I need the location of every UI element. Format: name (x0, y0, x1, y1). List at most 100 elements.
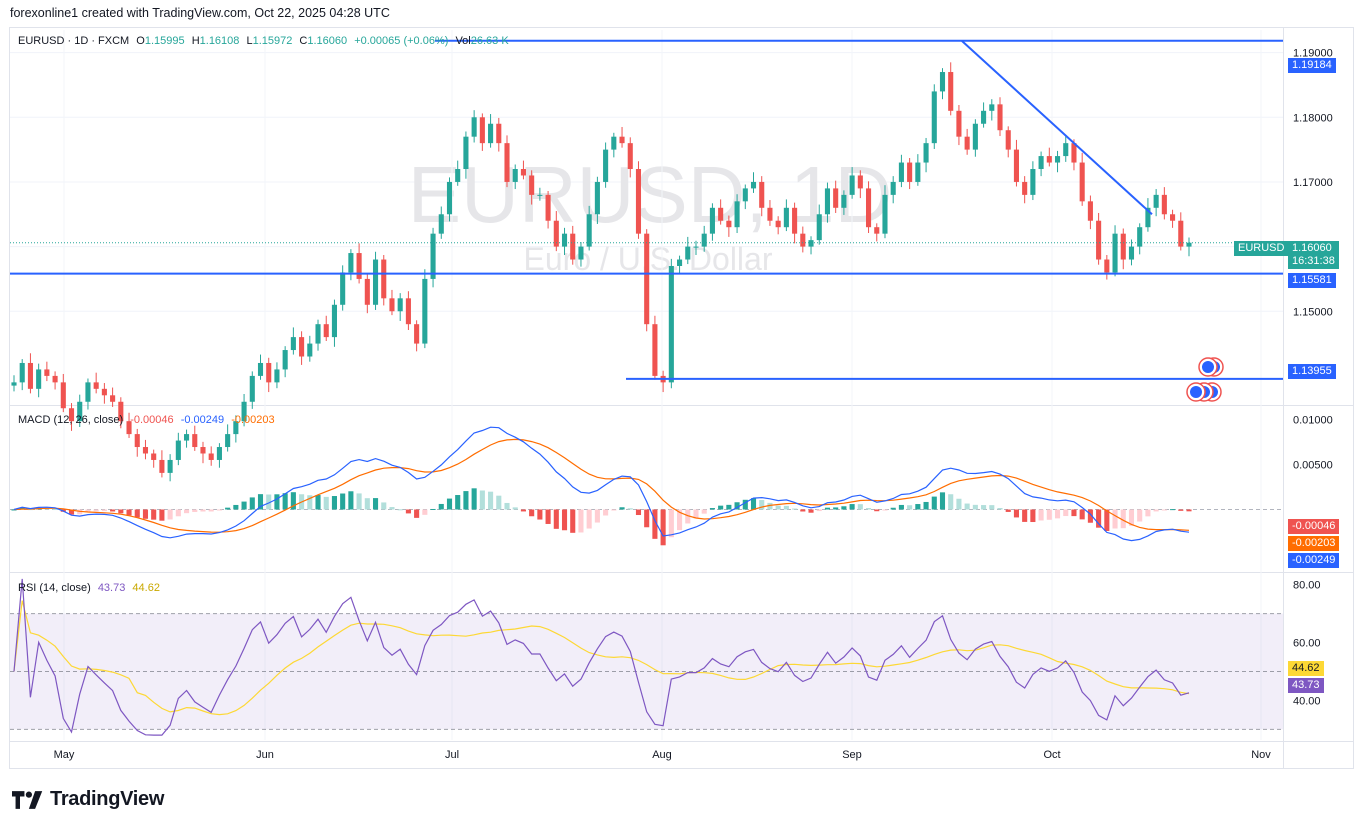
candle-body (1013, 149, 1019, 182)
tag-macd-hist: -0.00046 (1288, 519, 1340, 534)
macd-hist-bar (446, 498, 453, 510)
macd-hist-bar (792, 508, 798, 510)
macd-legend-hist: -0.00046 (130, 414, 174, 426)
candle-body (496, 123, 502, 144)
candle-body (167, 459, 173, 473)
macd-hist-bar (570, 509, 576, 533)
candle-body (915, 162, 921, 182)
candle-body (1145, 207, 1151, 228)
macd-hist-bar (775, 505, 781, 510)
candle-body (857, 175, 863, 189)
candle-body (348, 253, 354, 273)
macd-hist-bar (438, 503, 444, 510)
tag-low: 1.13955 (1288, 364, 1336, 379)
ohlc-high: H1.16108 (191, 35, 240, 47)
macd-hist-bar (1071, 509, 1077, 517)
time-tick-label: Aug (652, 749, 672, 761)
macd-hist-bar (93, 509, 99, 512)
ohlc-change: +0.00065 (+0.06%) (354, 35, 449, 47)
candle-body (216, 447, 222, 460)
macd-hist-bar (159, 509, 165, 521)
candle-body (726, 220, 732, 228)
macd-hist-bar (52, 509, 58, 511)
candle-body (68, 408, 75, 422)
candle-body (759, 181, 765, 208)
candle-body (1038, 156, 1044, 170)
candle-body (101, 388, 107, 396)
macd-hist-bar (1096, 509, 1102, 528)
candle-body (77, 401, 83, 422)
macd-hist-bar (726, 504, 732, 510)
macd-hist-bar (997, 508, 1003, 510)
candle-body (290, 337, 296, 351)
macd-hist-bar (989, 505, 995, 510)
macd-hist-bar (972, 504, 978, 510)
candle-body (241, 401, 247, 422)
candle-body (60, 382, 66, 409)
macd-hist-bar (677, 509, 683, 531)
candle-body (824, 188, 831, 215)
macd-hist-bar (652, 509, 658, 539)
candle-body (159, 459, 165, 473)
macd-hist-bar (1054, 509, 1061, 519)
candle-body (1104, 259, 1110, 273)
candle-body (537, 194, 543, 196)
macd-hist-bar (1120, 509, 1126, 529)
macd-hist-bar (824, 507, 831, 510)
macd-hist-bar (742, 499, 748, 510)
macd-hist-bar (77, 509, 83, 515)
time-tick-label: Oct (1043, 749, 1060, 761)
candle-body (1178, 220, 1184, 247)
macd-hist-bar (1005, 509, 1011, 512)
candle-body (529, 175, 535, 195)
candle-body (619, 136, 625, 144)
candle-body (430, 233, 436, 279)
macd-hist-bar (134, 509, 140, 518)
candle-body (381, 259, 387, 299)
tag-support: 1.15581 (1288, 273, 1336, 288)
tradingview-logo[interactable]: TradingView (12, 788, 164, 811)
candle-body (1112, 233, 1118, 273)
macd-hist-bar (348, 491, 354, 510)
macd-hist-bar (898, 504, 904, 510)
time-tick-label: Nov (1251, 749, 1271, 761)
candle-body (750, 181, 757, 189)
macd-hist-bar (463, 491, 469, 510)
candle-body (1186, 242, 1192, 247)
macd-hist-bar (701, 509, 707, 514)
candle-body (948, 72, 954, 111)
candle-body (27, 362, 33, 389)
candle-body (972, 123, 978, 150)
macd-hist-bar (693, 509, 699, 519)
candle-body (134, 434, 140, 448)
macd-hist-bar (948, 494, 954, 510)
candle-body (833, 188, 839, 208)
macd-hist-bar (1046, 509, 1052, 520)
macd-hist-bar (356, 493, 362, 510)
tag-resistance: 1.19184 (1288, 58, 1336, 73)
macd-hist-bar (874, 509, 880, 512)
ohlc-low: L1.15972 (246, 35, 293, 47)
candle-body (652, 324, 658, 376)
macd-hist-bar (1170, 509, 1176, 511)
candle-body (331, 304, 338, 338)
candle-body (1079, 162, 1085, 202)
macd-hist-bar (340, 493, 346, 510)
candle-body (767, 207, 773, 221)
macd-hist-bar (635, 509, 642, 516)
candle-body (274, 369, 280, 383)
price-tick-label: 1.15000 (1293, 306, 1333, 318)
event-us-icon-disc (1190, 386, 1202, 398)
macd-hist-bar (611, 509, 617, 511)
price-tick-label: 1.19000 (1293, 48, 1333, 60)
candle-body (1005, 130, 1011, 150)
candle-body (611, 136, 617, 150)
macd-hist-bar (1145, 509, 1151, 517)
candle-body (446, 181, 453, 215)
rsi-tick-label: 40.00 (1293, 695, 1321, 707)
macd-hist-bar (381, 502, 387, 510)
candle-body (1087, 201, 1093, 221)
tag-macd-line: -0.00249 (1288, 553, 1340, 568)
candle-body (561, 233, 568, 247)
